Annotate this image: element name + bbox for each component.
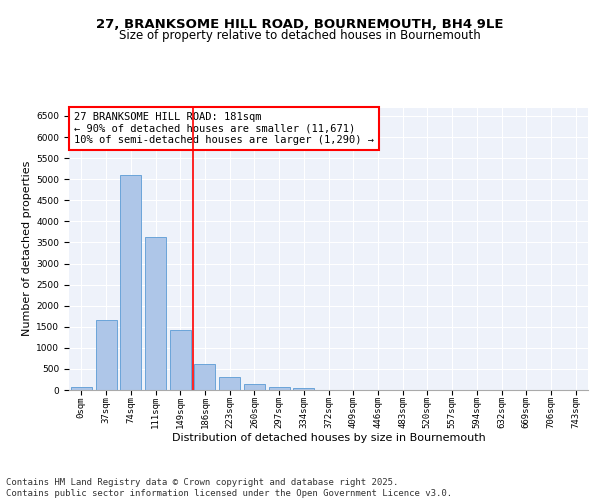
- Text: Size of property relative to detached houses in Bournemouth: Size of property relative to detached ho…: [119, 29, 481, 42]
- Bar: [244, 384, 265, 390]
- Bar: [293, 388, 314, 390]
- Text: Contains HM Land Registry data © Crown copyright and database right 2025.
Contai: Contains HM Land Registry data © Crown c…: [6, 478, 452, 498]
- Bar: [269, 387, 290, 390]
- Bar: [120, 175, 141, 390]
- Bar: [95, 320, 116, 390]
- Bar: [71, 387, 92, 390]
- Text: 27 BRANKSOME HILL ROAD: 181sqm
← 90% of detached houses are smaller (11,671)
10%: 27 BRANKSOME HILL ROAD: 181sqm ← 90% of …: [74, 112, 374, 145]
- Y-axis label: Number of detached properties: Number of detached properties: [22, 161, 32, 336]
- Bar: [194, 364, 215, 390]
- X-axis label: Distribution of detached houses by size in Bournemouth: Distribution of detached houses by size …: [172, 432, 485, 442]
- Bar: [170, 330, 191, 390]
- Text: 27, BRANKSOME HILL ROAD, BOURNEMOUTH, BH4 9LE: 27, BRANKSOME HILL ROAD, BOURNEMOUTH, BH…: [96, 18, 504, 30]
- Bar: [219, 377, 240, 390]
- Bar: [145, 238, 166, 390]
